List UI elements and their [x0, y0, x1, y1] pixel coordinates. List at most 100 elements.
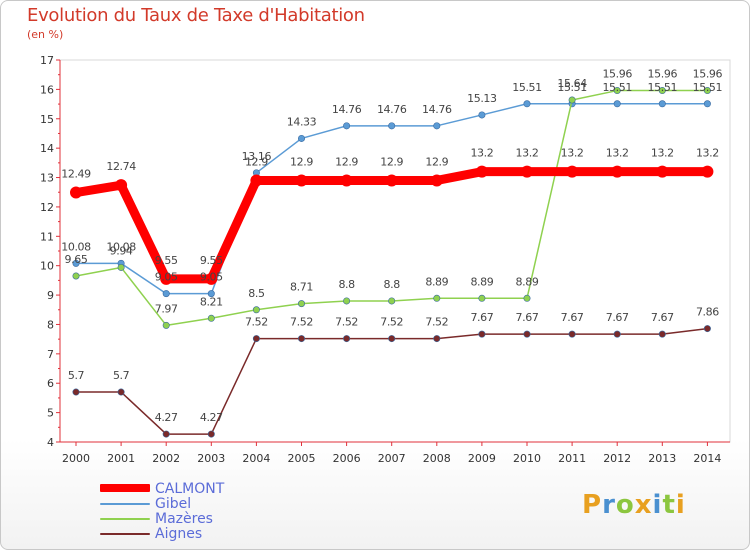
data-label: 5.7 [68, 369, 85, 382]
data-label: 13.2 [470, 147, 493, 160]
legend-item-gibel[interactable]: Gibel [100, 496, 400, 514]
y-tick-label: 9 [47, 289, 54, 302]
data-label: 15.51 [512, 81, 542, 94]
data-label: 15.96 [602, 68, 632, 81]
data-label: 14.76 [422, 103, 452, 116]
data-point [658, 100, 666, 108]
y-tick-label: 4 [47, 436, 54, 449]
data-label: 4.27 [200, 411, 223, 424]
data-label: 13.2 [651, 147, 674, 160]
data-label: 13.16 [242, 150, 272, 163]
x-tick-label: 2000 [62, 452, 90, 465]
data-label: 8.8 [384, 278, 401, 291]
data-point [297, 134, 305, 142]
data-point [72, 259, 80, 267]
legend-item-calmont[interactable]: CALMONT [100, 481, 400, 499]
x-tick-label: 2010 [513, 452, 541, 465]
legend-item-mazeres[interactable]: Mazères [100, 511, 400, 529]
y-tick-label: 15 [40, 113, 54, 126]
x-tick-label: 2008 [423, 452, 451, 465]
data-point [613, 87, 621, 95]
data-label: 7.52 [245, 316, 268, 329]
data-label: 12.9 [425, 155, 448, 168]
data-label: 14.76 [377, 103, 407, 116]
data-label: 8.8 [338, 278, 355, 291]
x-tick-label: 2003 [197, 452, 225, 465]
data-label: 15.51 [602, 81, 632, 94]
x-tick-label: 2014 [693, 452, 721, 465]
data-point [478, 111, 486, 119]
data-point [433, 122, 441, 130]
data-point [297, 300, 305, 308]
data-point [430, 174, 443, 187]
data-point [207, 290, 215, 298]
data-label: 7.52 [335, 316, 358, 329]
data-label: 9.94 [110, 244, 133, 257]
data-label: 13.2 [516, 147, 539, 160]
legend-label-aignes: Aignes [155, 526, 203, 542]
data-point [250, 174, 263, 187]
legend-label-mazeres: Mazères [155, 511, 213, 527]
data-point [478, 294, 486, 302]
data-label: 10.08 [106, 240, 136, 253]
x-tick-label: 2007 [378, 452, 406, 465]
data-point [523, 330, 531, 338]
data-label: 8.89 [470, 275, 493, 288]
legend-label-calmont: CALMONT [155, 481, 225, 497]
data-point [72, 272, 80, 280]
data-label: 7.67 [651, 311, 674, 324]
y-tick-label: 7 [47, 348, 54, 361]
logo-letter: P [582, 490, 603, 520]
data-label: 9.05 [200, 271, 223, 284]
logo-letter: o [615, 490, 635, 520]
data-point [656, 165, 669, 178]
data-label: 14.33 [287, 115, 317, 128]
data-label: 14.76 [332, 103, 362, 116]
data-point [613, 330, 621, 338]
data-point [117, 388, 125, 396]
data-label: 15.51 [693, 81, 723, 94]
data-point [343, 122, 351, 130]
data-label: 8.89 [516, 275, 539, 288]
data-label: 10.08 [61, 240, 91, 253]
data-point [162, 430, 170, 438]
chart-title: Evolution du Taux de Taxe d'Habitation [27, 5, 365, 26]
data-point [701, 165, 714, 178]
data-label: 15.96 [648, 68, 678, 81]
data-label: 15.51 [557, 81, 587, 94]
data-label: 7.52 [290, 316, 313, 329]
data-label: 12.9 [245, 155, 268, 168]
legend-item-aignes[interactable]: Aignes [100, 526, 400, 544]
data-point [340, 174, 353, 187]
chart-subtitle: (en %) [27, 28, 64, 41]
legend-swatch-mazeres [100, 518, 150, 520]
y-tick-label: 11 [40, 230, 54, 243]
data-point [343, 335, 351, 343]
data-point [117, 263, 125, 271]
x-tick-label: 2011 [558, 452, 586, 465]
data-label: 8.21 [200, 295, 223, 308]
data-point [613, 100, 621, 108]
data-label: 12.9 [290, 155, 313, 168]
data-label: 15.96 [693, 68, 723, 81]
data-label: 13.2 [696, 147, 719, 160]
data-point [475, 165, 488, 178]
data-label: 15.13 [467, 92, 497, 105]
data-point [611, 165, 624, 178]
logo-letter: r [602, 490, 616, 520]
x-tick-label: 2002 [152, 452, 180, 465]
data-point [478, 330, 486, 338]
data-label: 15.64 [557, 77, 587, 90]
data-point [658, 87, 666, 95]
data-label: 12.9 [380, 155, 403, 168]
data-point [566, 165, 579, 178]
data-point [72, 388, 80, 396]
data-label: 13.2 [561, 147, 584, 160]
y-tick-label: 10 [40, 260, 54, 273]
data-point [160, 272, 173, 285]
x-tick-label: 2013 [648, 452, 676, 465]
data-point [523, 100, 531, 108]
data-point [252, 306, 260, 314]
legend-swatch-aignes [100, 533, 150, 535]
data-label: 9.55 [155, 254, 178, 267]
